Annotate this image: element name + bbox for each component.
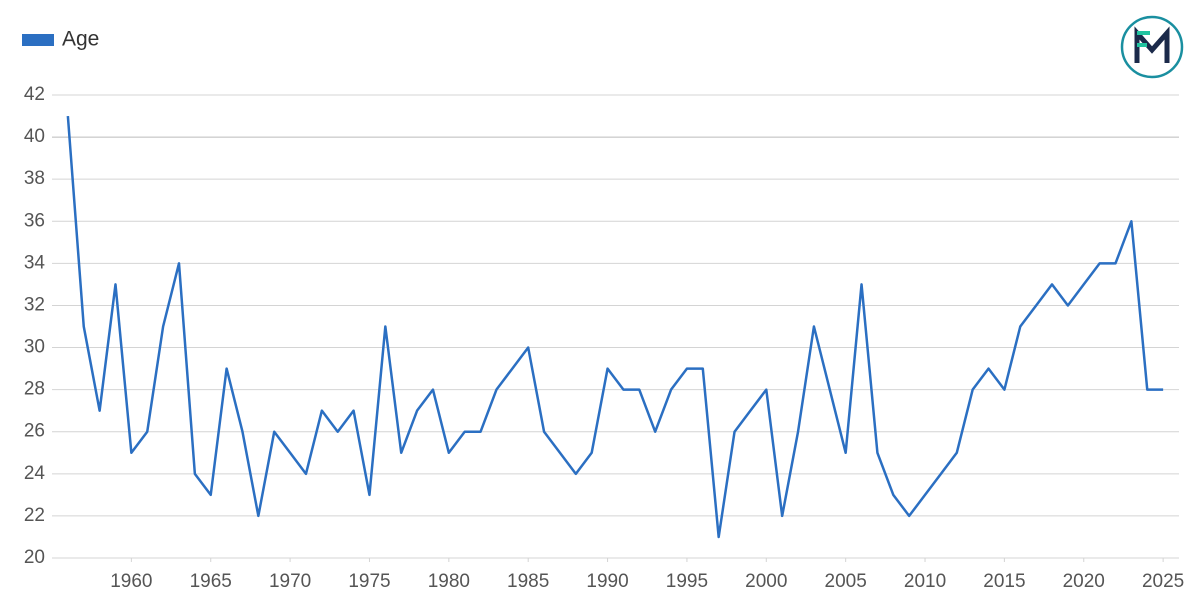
x-tick-label: 2010 — [904, 571, 946, 592]
logo — [1120, 15, 1184, 79]
logo-accent — [1137, 31, 1150, 47]
y-tick-label: 28 — [24, 379, 45, 400]
x-tick-label: 1995 — [666, 571, 708, 592]
x-tick-label: 1985 — [507, 571, 549, 592]
y-tick-label: 42 — [24, 84, 45, 105]
x-tick-label: 1975 — [348, 571, 390, 592]
legend-swatch — [22, 34, 54, 46]
x-tick-label: 1980 — [428, 571, 470, 592]
x-tick-label: 1970 — [269, 571, 311, 592]
x-tick-label: 1990 — [586, 571, 628, 592]
x-tick-label: 2000 — [745, 571, 787, 592]
y-tick-label: 38 — [24, 168, 45, 189]
y-tick-label: 26 — [24, 421, 45, 442]
y-tick-label: 20 — [24, 547, 45, 568]
data-line — [66, 115, 1164, 539]
y-tick-label: 34 — [24, 252, 46, 273]
y-tick-label: 32 — [24, 294, 45, 315]
y-tick-label: 36 — [24, 210, 45, 231]
x-tick-label: 2015 — [983, 571, 1025, 592]
x-tick-label: 1965 — [190, 571, 232, 592]
x-tick-label: 2020 — [1063, 571, 1105, 592]
x-tick-label: 1960 — [110, 571, 152, 592]
x-tick-label: 2025 — [1142, 571, 1184, 592]
y-tick-label: 24 — [24, 463, 46, 484]
y-tick-label: 22 — [24, 505, 45, 526]
y-tick-label: 40 — [24, 126, 45, 147]
y-tick-label: 30 — [24, 337, 45, 358]
legend-label: Age — [62, 28, 99, 51]
x-tick-label: 2005 — [825, 571, 867, 592]
